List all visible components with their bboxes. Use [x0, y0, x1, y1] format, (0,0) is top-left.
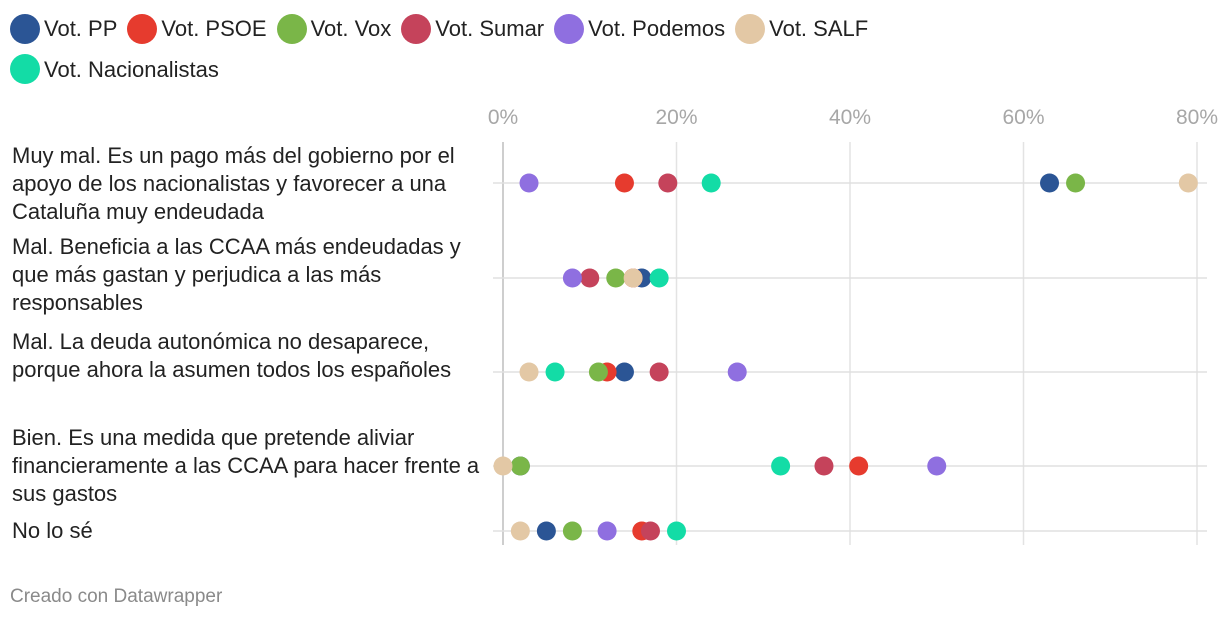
data-point	[580, 268, 600, 288]
legend-label: Vot. PP	[44, 16, 118, 41]
data-point	[771, 456, 791, 476]
row-label: Muy mal. Es un pago más del gobierno por…	[12, 143, 455, 224]
legend-item: Vot. SALF	[735, 12, 868, 45]
data-point	[588, 362, 608, 382]
data-point	[1040, 173, 1060, 193]
legend-swatch	[554, 13, 585, 44]
data-point	[701, 173, 721, 193]
legend-swatch	[10, 54, 40, 84]
row-label: Mal. La deuda autonómica no desaparece, …	[12, 329, 452, 382]
data-point	[649, 268, 669, 288]
legend-label: Vot. PSOE	[161, 16, 267, 41]
legend-swatch	[10, 13, 40, 44]
row-label: Bien. Es una medida que pretende aliviar…	[12, 425, 480, 506]
x-tick-label: 40%	[829, 106, 871, 129]
legend-label: Vot. Podemos	[588, 16, 726, 41]
data-point	[658, 173, 678, 193]
legend-label: Vot. Sumar	[435, 16, 545, 41]
data-point	[606, 268, 626, 288]
data-point	[614, 362, 634, 382]
data-point	[927, 456, 947, 476]
data-point	[562, 521, 582, 541]
data-point	[814, 456, 834, 476]
x-tick-label: 80%	[1176, 106, 1218, 129]
data-point	[510, 521, 530, 541]
data-point	[519, 173, 539, 193]
data-point	[1178, 173, 1198, 193]
data-point	[667, 521, 686, 541]
chart-footer: Creado con Datawrapper	[10, 586, 223, 607]
data-point	[614, 173, 634, 193]
x-tick-label: 0%	[488, 106, 518, 129]
data-point	[536, 521, 556, 541]
legend-label: Vot. SALF	[769, 16, 869, 41]
x-tick-label: 60%	[1002, 106, 1044, 129]
data-point	[623, 268, 643, 288]
legend-item: Vot. PSOE	[127, 12, 267, 45]
legend-item: Vot. PP	[10, 12, 117, 45]
legend-swatch	[127, 13, 158, 44]
data-point	[727, 362, 747, 382]
legend-item: Vot. Vox	[276, 12, 392, 45]
chart-legend: Vot. PP Vot. PSOE Vot. Vox Vot. Sumar Vot. P…	[10, 12, 1090, 93]
data-point	[640, 521, 660, 541]
data-point	[545, 362, 565, 382]
legend-swatch	[276, 13, 307, 44]
legend-label: Vot. Nacionalistas	[44, 56, 219, 82]
legend-item: Vot. Podemos	[554, 12, 725, 45]
data-point	[519, 362, 539, 382]
legend-item: Vot. Nacionalistas	[10, 53, 219, 86]
data-point	[849, 456, 869, 476]
data-point	[510, 456, 530, 476]
data-point	[562, 268, 582, 288]
data-point	[493, 456, 513, 476]
data-point	[1066, 173, 1086, 193]
legend-swatch	[735, 13, 766, 44]
legend-item: Vot. Sumar	[401, 12, 544, 45]
x-tick-label: 20%	[655, 106, 697, 129]
row-label: No lo sé	[12, 518, 93, 543]
legend-swatch	[401, 13, 432, 44]
row-label: Mal. Beneficia a las CCAA más endeudadas…	[12, 234, 461, 315]
data-point	[597, 521, 617, 541]
legend-label: Vot. Vox	[310, 16, 392, 41]
data-point	[649, 362, 669, 382]
